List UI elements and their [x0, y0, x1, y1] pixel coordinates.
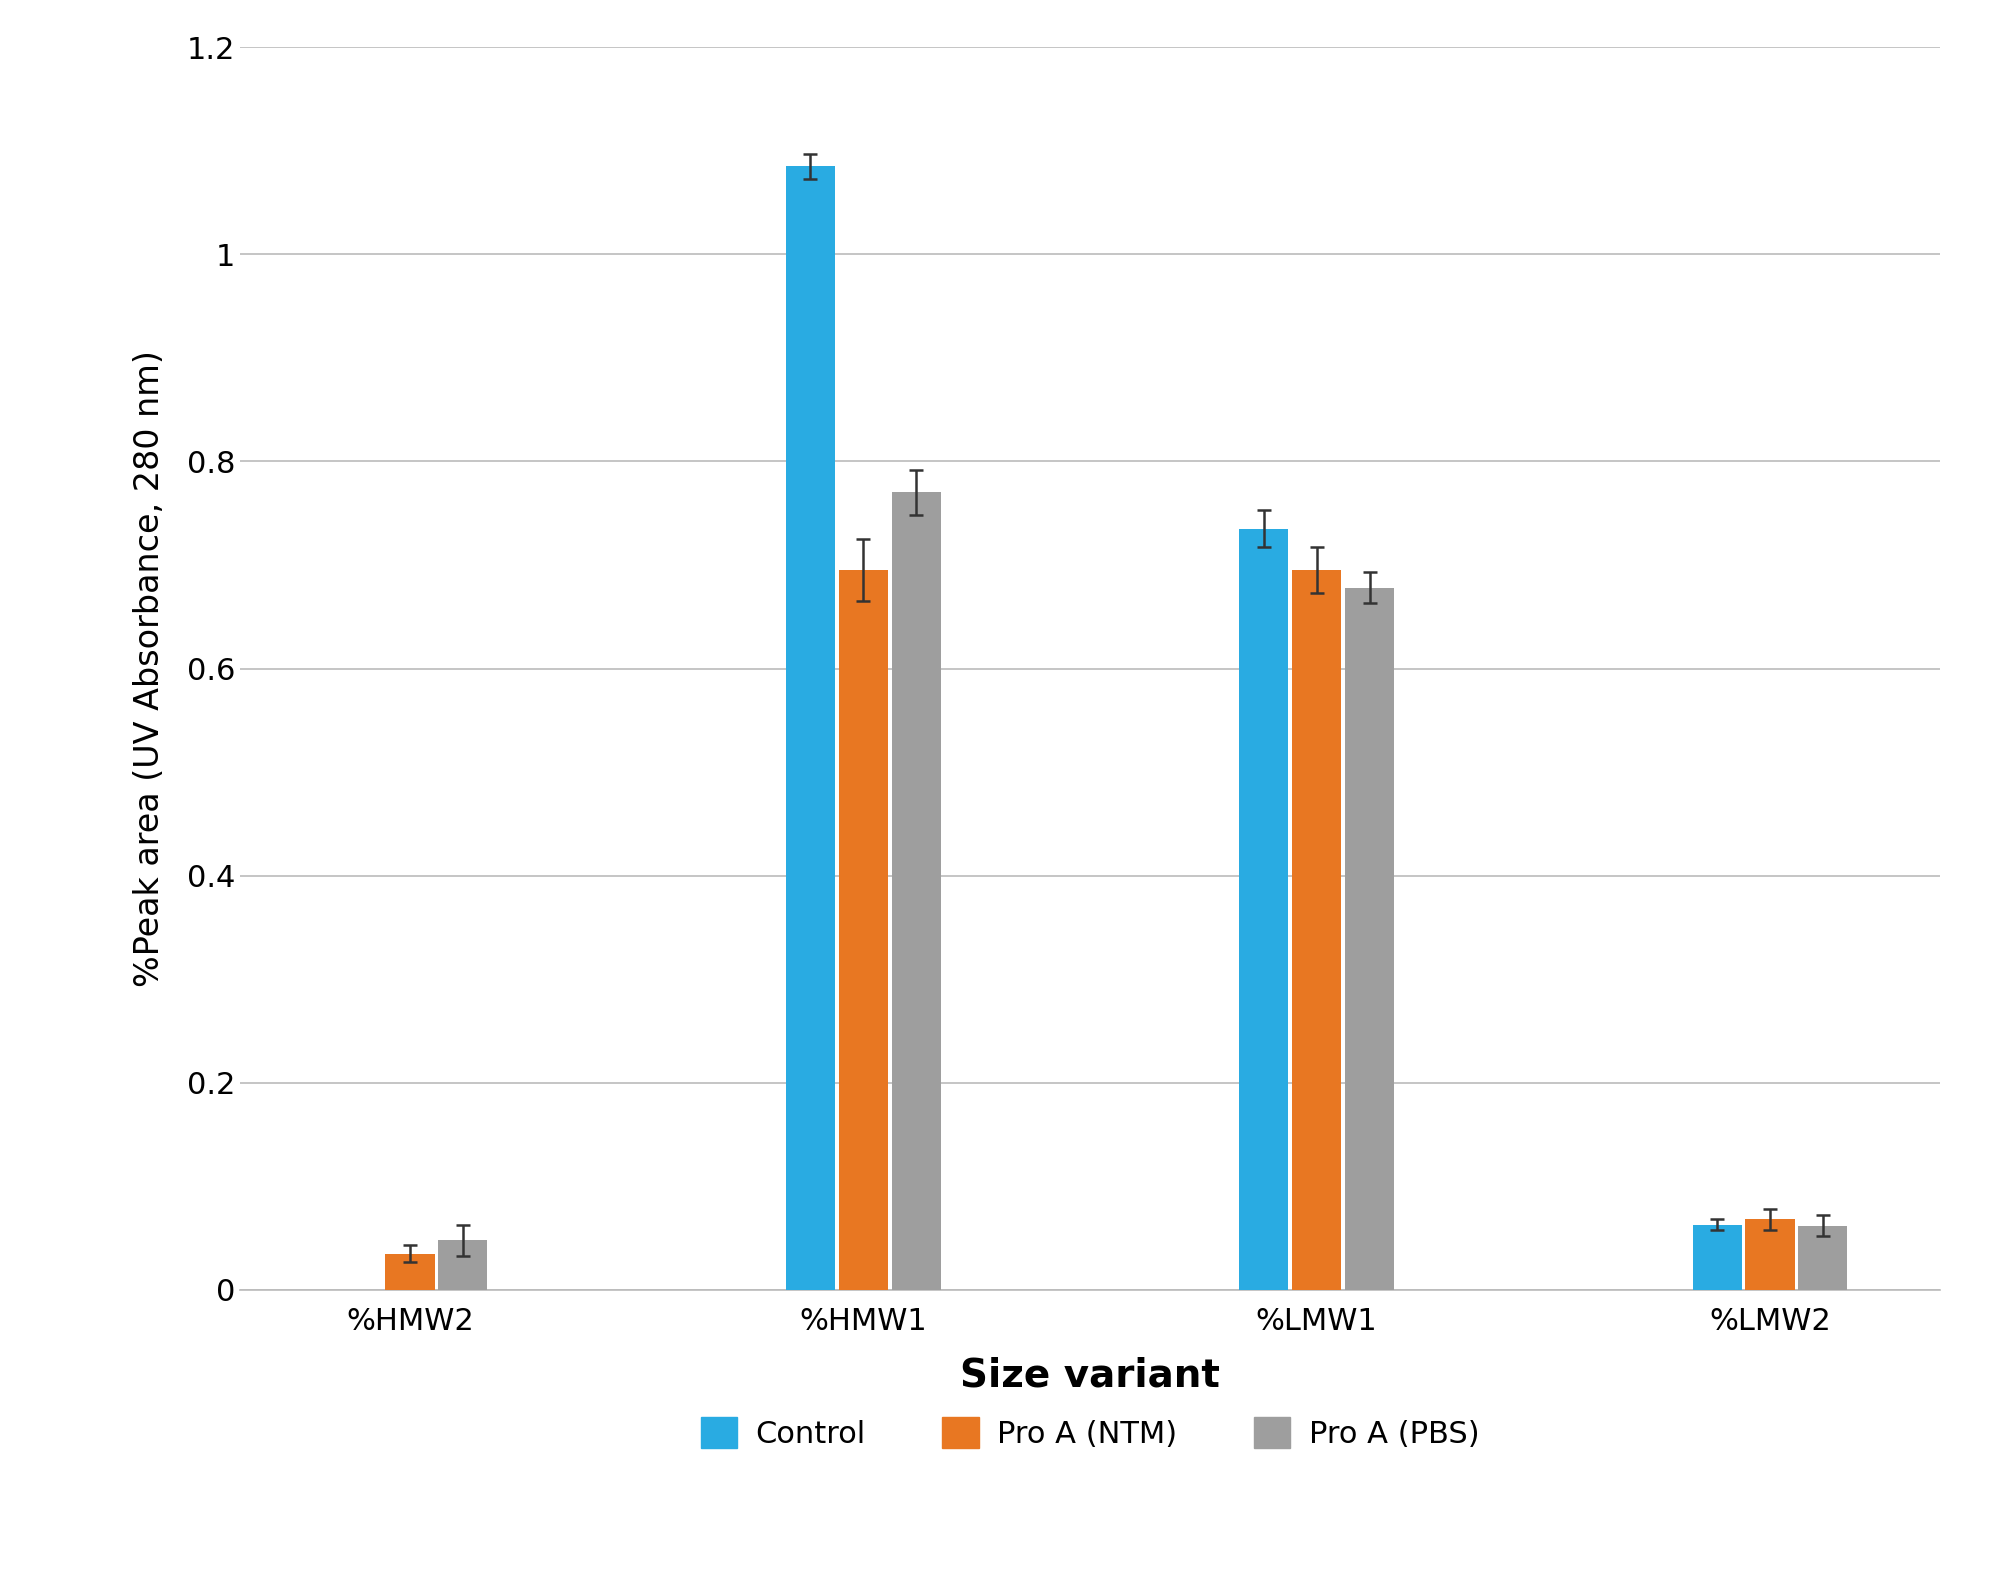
Bar [1240, 529, 1288, 1290]
Bar [386, 1254, 434, 1290]
Bar [786, 167, 836, 1290]
Y-axis label: %Peak area (UV Absorbance, 280 nm): %Peak area (UV Absorbance, 280 nm) [132, 351, 166, 986]
Bar [1692, 1225, 1742, 1290]
Legend: Control, Pro A (NTM), Pro A (PBS): Control, Pro A (NTM), Pro A (PBS) [688, 1405, 1492, 1461]
Bar [892, 492, 940, 1290]
Bar [838, 569, 888, 1290]
Bar [1746, 1219, 1794, 1290]
Bar [1344, 588, 1394, 1290]
X-axis label: Size variant: Size variant [960, 1356, 1220, 1394]
Bar [1292, 569, 1342, 1290]
Bar [1798, 1225, 1848, 1290]
Bar [438, 1240, 488, 1290]
